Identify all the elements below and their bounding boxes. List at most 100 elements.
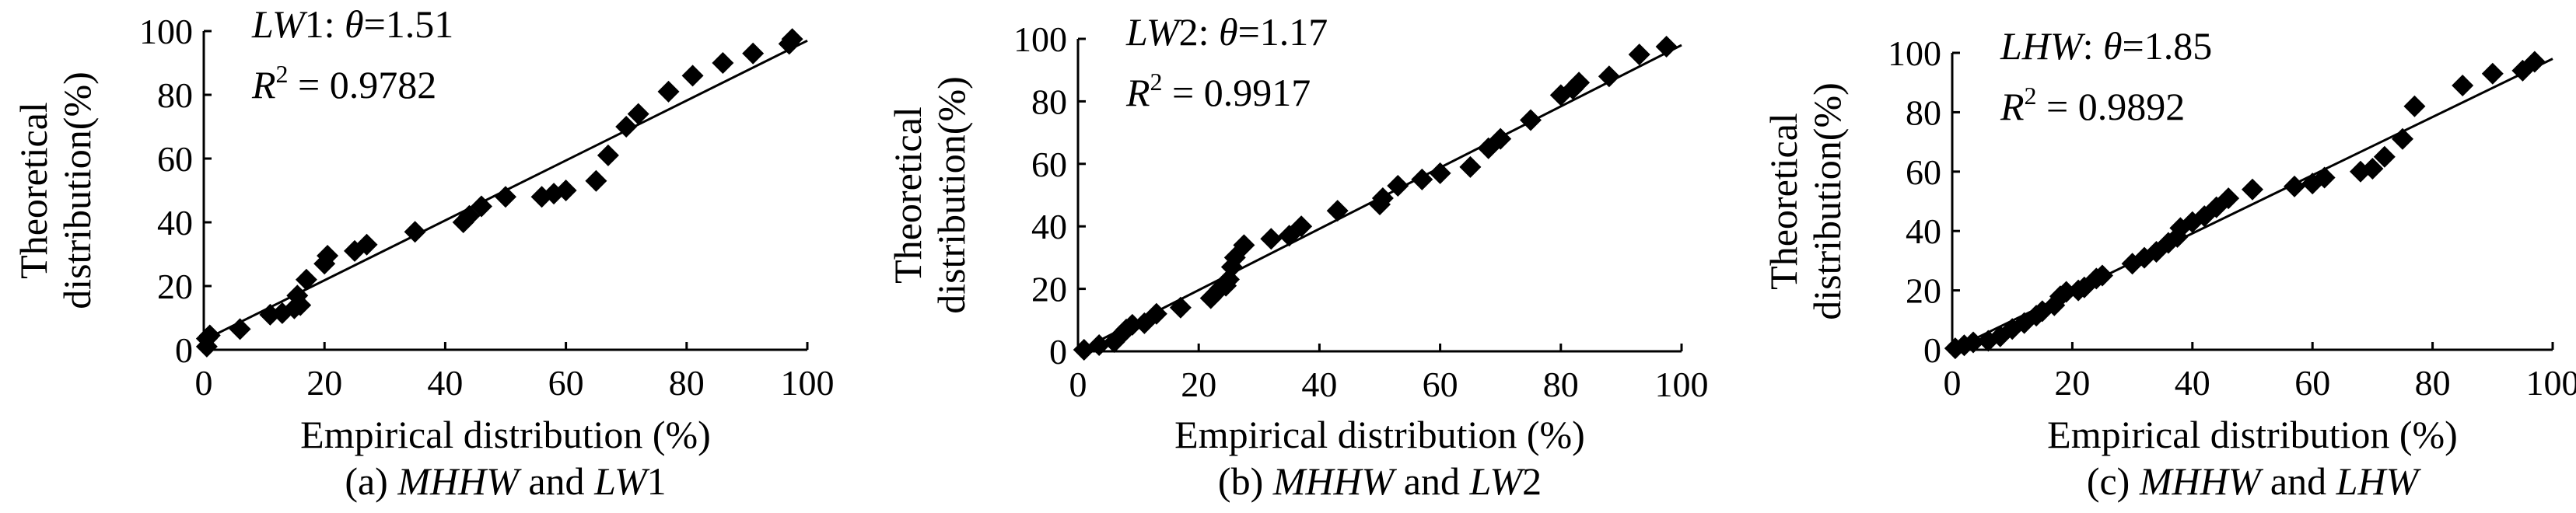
r2-value: 0.9782 [330, 63, 437, 106]
y-axis-title-line: Theoretical [1762, 113, 1805, 290]
data-point [2373, 145, 2396, 168]
r2-symbol: R [2000, 85, 2025, 128]
annotation-series-name: LW [251, 2, 308, 46]
data-point [1598, 65, 1620, 88]
y-tick-label: 80 [1031, 82, 1067, 121]
data-point [1387, 174, 1409, 197]
y-axis-title-line: distribution(%) [929, 76, 973, 314]
data-point [2403, 95, 2426, 117]
data-point [198, 324, 221, 347]
data-point [781, 28, 803, 51]
y-tick-label: 80 [157, 75, 193, 115]
data-point [555, 180, 577, 201]
x-axis-title: Empirical distribution (%) [1174, 413, 1585, 456]
caption-var1: MHHW [1272, 459, 1398, 503]
data-point [742, 42, 765, 65]
r2-superscript: 2 [2025, 82, 2037, 110]
data-point [597, 144, 619, 166]
caption-and: and [1394, 459, 1469, 503]
annotation-r2: R2 = 0.9917 [1125, 68, 1311, 114]
caption-var1: MHHW [2139, 459, 2264, 503]
data-point [2392, 127, 2413, 150]
caption-label: (c) [2087, 459, 2140, 503]
y-axis-title: Theoreticaldistribution(%) [1762, 82, 1849, 320]
annotation-theta: LHW: θ=1.85 [2000, 24, 2212, 68]
data-point [1290, 215, 1313, 238]
x-tick-label: 80 [1543, 365, 1579, 404]
theta-value: 1.51 [386, 2, 454, 46]
y-tick-label: 100 [1888, 33, 1941, 73]
theta-equals: = [1238, 10, 1260, 54]
panel-b: 0 20 40 60 80 100 0 20 40 60 80 100 Empirical distri… [886, 10, 1709, 503]
y-tick-label: 80 [1906, 92, 1941, 132]
x-tick-label: 100 [2526, 363, 2576, 403]
x-tick-label: 20 [2054, 363, 2090, 403]
theta-value: 1.85 [2144, 24, 2213, 68]
data-point [1568, 72, 1591, 94]
x-tick-label: 40 [1301, 365, 1337, 404]
x-axis-title: Empirical distribution (%) [2047, 413, 2458, 456]
annotation-series-name: LW [1125, 10, 1182, 54]
y-tick-label: 20 [1031, 270, 1067, 309]
y-axis-title: Theoreticaldistribution(%) [886, 76, 973, 314]
caption-var2: LW [1468, 459, 1525, 503]
caption-var2-suffix: 1 [647, 459, 667, 503]
caption-and: and [519, 459, 594, 503]
annotation-colon: : [2083, 24, 2103, 68]
y-axis-title-line: Theoretical [886, 106, 929, 284]
x-tick-label: 60 [1423, 365, 1458, 404]
annotation-theta: LW1: θ=1.51 [251, 2, 453, 46]
data-point [1655, 36, 1678, 58]
annotation-series-suffix: 2 [1179, 10, 1199, 54]
y-tick-label: 60 [157, 139, 193, 179]
panel-caption: (a) MHHW and LW1 [345, 459, 666, 503]
r2-equals: = [1163, 71, 1204, 114]
theta-symbol: θ [2103, 24, 2123, 68]
theta-symbol: θ [345, 2, 364, 46]
data-point [1411, 168, 1433, 190]
data-point [1260, 228, 1283, 250]
data-point [2523, 51, 2546, 73]
data-point [2217, 187, 2240, 210]
data-point [2091, 264, 2113, 287]
x-tick-label: 100 [1655, 365, 1709, 404]
caption-var1: MHHW [397, 459, 522, 503]
data-point [657, 80, 680, 103]
y-axis-title-line: distribution(%) [1805, 82, 1849, 320]
data-point [585, 169, 607, 192]
data-point [317, 245, 339, 267]
y-tick-label: 40 [157, 203, 193, 243]
r2-symbol: R [251, 63, 276, 106]
panel-caption: (b) MHHW and LW2 [1218, 459, 1542, 503]
data-point [1962, 331, 1985, 354]
data-point [1628, 44, 1650, 66]
panel-a: 0 20 40 60 80 100 0 20 40 60 80 100 Empirical distri… [12, 2, 835, 503]
caption-var2: LW [593, 459, 650, 503]
data-point [495, 186, 516, 208]
x-tick-label: 80 [669, 363, 705, 403]
x-axis-title: Empirical distribution (%) [300, 413, 711, 456]
caption-and: and [2260, 459, 2336, 503]
data-point [1520, 109, 1542, 131]
annotation-r2: R2 = 0.9782 [251, 60, 436, 106]
data-point [712, 52, 734, 74]
data-point [2361, 157, 2384, 180]
r2-symbol: R [1125, 71, 1150, 114]
y-tick-label: 0 [1923, 330, 1941, 370]
data-point [289, 294, 312, 316]
data-point [2242, 178, 2263, 201]
data-point [1429, 162, 1451, 184]
x-tick-label: 80 [2415, 363, 2451, 403]
r2-value: 0.9892 [2078, 85, 2186, 128]
caption-var2-suffix: 2 [1522, 459, 1542, 503]
data-point [1489, 127, 1512, 150]
data-point [404, 221, 426, 243]
data-point [1145, 302, 1167, 325]
data-point [681, 65, 704, 87]
x-tick-label: 60 [548, 363, 584, 403]
y-tick-label: 0 [175, 330, 193, 370]
data-point [627, 103, 649, 125]
panel-caption: (c) MHHW and LHW [2087, 459, 2422, 503]
r2-value: 0.9917 [1204, 71, 1311, 114]
annotation-series-name: LHW [2000, 24, 2086, 68]
